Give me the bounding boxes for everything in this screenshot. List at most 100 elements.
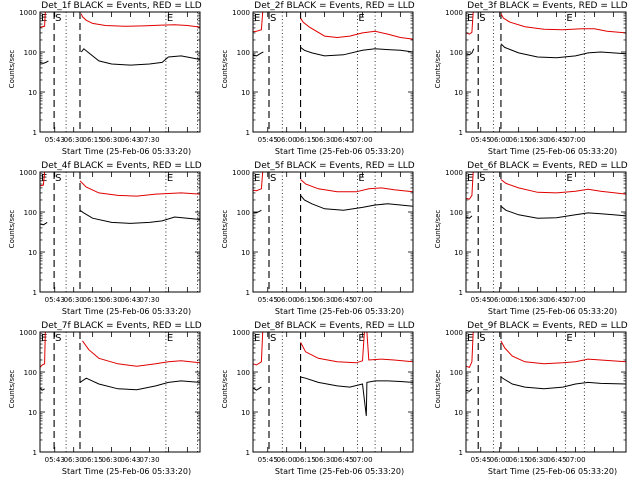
x-tick-label: 05:45 bbox=[471, 456, 491, 464]
x-tick-label: 05:45 bbox=[258, 296, 278, 304]
x-tick-label: 05:43 bbox=[45, 136, 65, 144]
chart-title: Det_4f BLACK = Events, RED = LLD bbox=[41, 161, 202, 171]
events-series-line bbox=[466, 376, 626, 392]
y-tick-label: 1000 bbox=[232, 169, 250, 177]
marker-label: E bbox=[358, 173, 364, 184]
x-tick-label: 06:00 bbox=[277, 456, 297, 464]
y-tick-label: 10 bbox=[454, 89, 463, 97]
marker-label: E bbox=[167, 333, 173, 344]
events-series-line bbox=[40, 48, 200, 66]
x-tick-label: 06:30 bbox=[527, 456, 547, 464]
events-series-line bbox=[253, 47, 413, 57]
detector-panel: Det_5f BLACK = Events, RED = LLD Start Ti… bbox=[213, 160, 426, 320]
marker-label: E bbox=[358, 333, 364, 344]
plot-frame bbox=[465, 171, 627, 293]
detector-panel: Det_9f BLACK = Events, RED = LLD Start Ti… bbox=[426, 320, 639, 480]
x-tick-label: 07:00 bbox=[565, 296, 585, 304]
x-tick-label: 06:45 bbox=[333, 456, 353, 464]
chart-svg: E S E110100100005:4306:3006:1506:3006:4307… bbox=[19, 9, 201, 144]
x-tick-label: 06:30 bbox=[101, 136, 121, 144]
plot-frame bbox=[39, 331, 201, 453]
lld-series-line bbox=[40, 332, 200, 368]
y-tick-label: 1 bbox=[33, 129, 37, 137]
y-tick-label: 10 bbox=[28, 89, 37, 97]
detector-panel: Det_3f BLACK = Events, RED = LLD Start Ti… bbox=[426, 0, 639, 160]
x-tick-label: 06:00 bbox=[277, 136, 297, 144]
plot-frame bbox=[252, 331, 414, 453]
lld-series-line bbox=[253, 172, 413, 193]
marker-label: E bbox=[566, 13, 572, 24]
plot-frame bbox=[39, 11, 201, 133]
y-tick-label: 100 bbox=[237, 369, 250, 377]
y-tick-label: 1 bbox=[33, 449, 37, 457]
x-tick-label: 07:00 bbox=[352, 136, 372, 144]
chart-title: Det_8f BLACK = Events, RED = LLD bbox=[254, 321, 415, 331]
x-tick-label: 06:45 bbox=[333, 136, 353, 144]
y-tick-label: 1 bbox=[459, 449, 463, 457]
x-tick-label: 05:43 bbox=[45, 296, 65, 304]
x-tick-label: 05:45 bbox=[258, 136, 278, 144]
y-tick-label: 100 bbox=[24, 49, 37, 57]
y-tick-label: 100 bbox=[450, 49, 463, 57]
x-axis-label: Start Time (25-Feb-06 05:33:20) bbox=[487, 147, 618, 156]
x-tick-label: 07:30 bbox=[139, 456, 159, 464]
x-tick-label: 06:30 bbox=[101, 296, 121, 304]
y-tick-label: 10 bbox=[241, 409, 250, 417]
plot-frame bbox=[252, 171, 414, 293]
plot-frame bbox=[465, 11, 627, 133]
x-tick-label: 06:00 bbox=[490, 296, 510, 304]
x-tick-label: 06:43 bbox=[120, 456, 140, 464]
chart-svg: E S E110100100005:4506:0006:1506:3006:4507… bbox=[445, 9, 627, 144]
chart-title: Det_2f BLACK = Events, RED = LLD bbox=[254, 1, 415, 11]
y-tick-label: 1 bbox=[246, 129, 250, 137]
y-tick-label: 100 bbox=[450, 369, 463, 377]
lld-series-line bbox=[466, 12, 626, 35]
x-axis-label: Start Time (25-Feb-06 05:33:20) bbox=[274, 307, 405, 316]
marker-label: E bbox=[358, 13, 364, 24]
x-axis-label: Start Time (25-Feb-06 05:33:20) bbox=[274, 467, 405, 476]
chart-title: Det_3f BLACK = Events, RED = LLD bbox=[467, 1, 628, 11]
x-tick-label: 06:43 bbox=[120, 296, 140, 304]
y-tick-label: 10 bbox=[28, 249, 37, 257]
x-axis-label: Start Time (25-Feb-06 05:33:20) bbox=[274, 147, 405, 156]
x-tick-label: 06:30 bbox=[527, 296, 547, 304]
y-tick-label: 1000 bbox=[19, 169, 37, 177]
y-tick-label: 10 bbox=[454, 409, 463, 417]
marker-label: E bbox=[254, 13, 260, 24]
x-tick-label: 06:15 bbox=[83, 136, 103, 144]
events-series-line bbox=[253, 376, 413, 416]
marker-label: E bbox=[467, 13, 473, 24]
x-tick-label: 06:15 bbox=[509, 296, 529, 304]
detector-panel: Det_8f BLACK = Events, RED = LLD Start Ti… bbox=[213, 320, 426, 480]
detector-panel: Det_4f BLACK = Events, RED = LLD Start Ti… bbox=[0, 160, 213, 320]
detector-panel: Det_6f BLACK = Events, RED = LLD Start Ti… bbox=[426, 160, 639, 320]
marker-label: S bbox=[55, 13, 61, 24]
y-tick-label: 1000 bbox=[19, 9, 37, 17]
x-axis-label: Start Time (25-Feb-06 05:33:20) bbox=[61, 467, 192, 476]
marker-label: E bbox=[566, 333, 572, 344]
x-tick-label: 07:30 bbox=[139, 296, 159, 304]
y-tick-label: 1000 bbox=[232, 329, 250, 337]
x-tick-label: 06:30 bbox=[314, 136, 334, 144]
x-tick-label: 06:15 bbox=[509, 456, 529, 464]
x-tick-label: 07:00 bbox=[565, 136, 585, 144]
marker-label: S bbox=[55, 333, 61, 344]
marker-label: S bbox=[479, 333, 485, 344]
marker-label: S bbox=[479, 173, 485, 184]
chart-svg: E S E110100100005:4306:3006:1506:3006:4307… bbox=[19, 169, 201, 304]
y-tick-label: 1 bbox=[246, 289, 250, 297]
x-tick-label: 06:30 bbox=[527, 136, 547, 144]
x-tick-label: 06:15 bbox=[83, 456, 103, 464]
x-tick-label: 06:45 bbox=[546, 136, 566, 144]
x-tick-label: 06:45 bbox=[333, 296, 353, 304]
events-series-line bbox=[466, 205, 626, 219]
marker-label: E bbox=[167, 173, 173, 184]
x-tick-label: 06:30 bbox=[314, 296, 334, 304]
y-tick-label: 1000 bbox=[232, 9, 250, 17]
x-axis-label: Start Time (25-Feb-06 05:33:20) bbox=[487, 467, 618, 476]
y-tick-label: 1000 bbox=[445, 329, 463, 337]
plot-frame bbox=[39, 171, 201, 293]
x-tick-label: 05:45 bbox=[471, 136, 491, 144]
x-tick-label: 06:15 bbox=[296, 456, 316, 464]
marker-label: S bbox=[270, 173, 276, 184]
